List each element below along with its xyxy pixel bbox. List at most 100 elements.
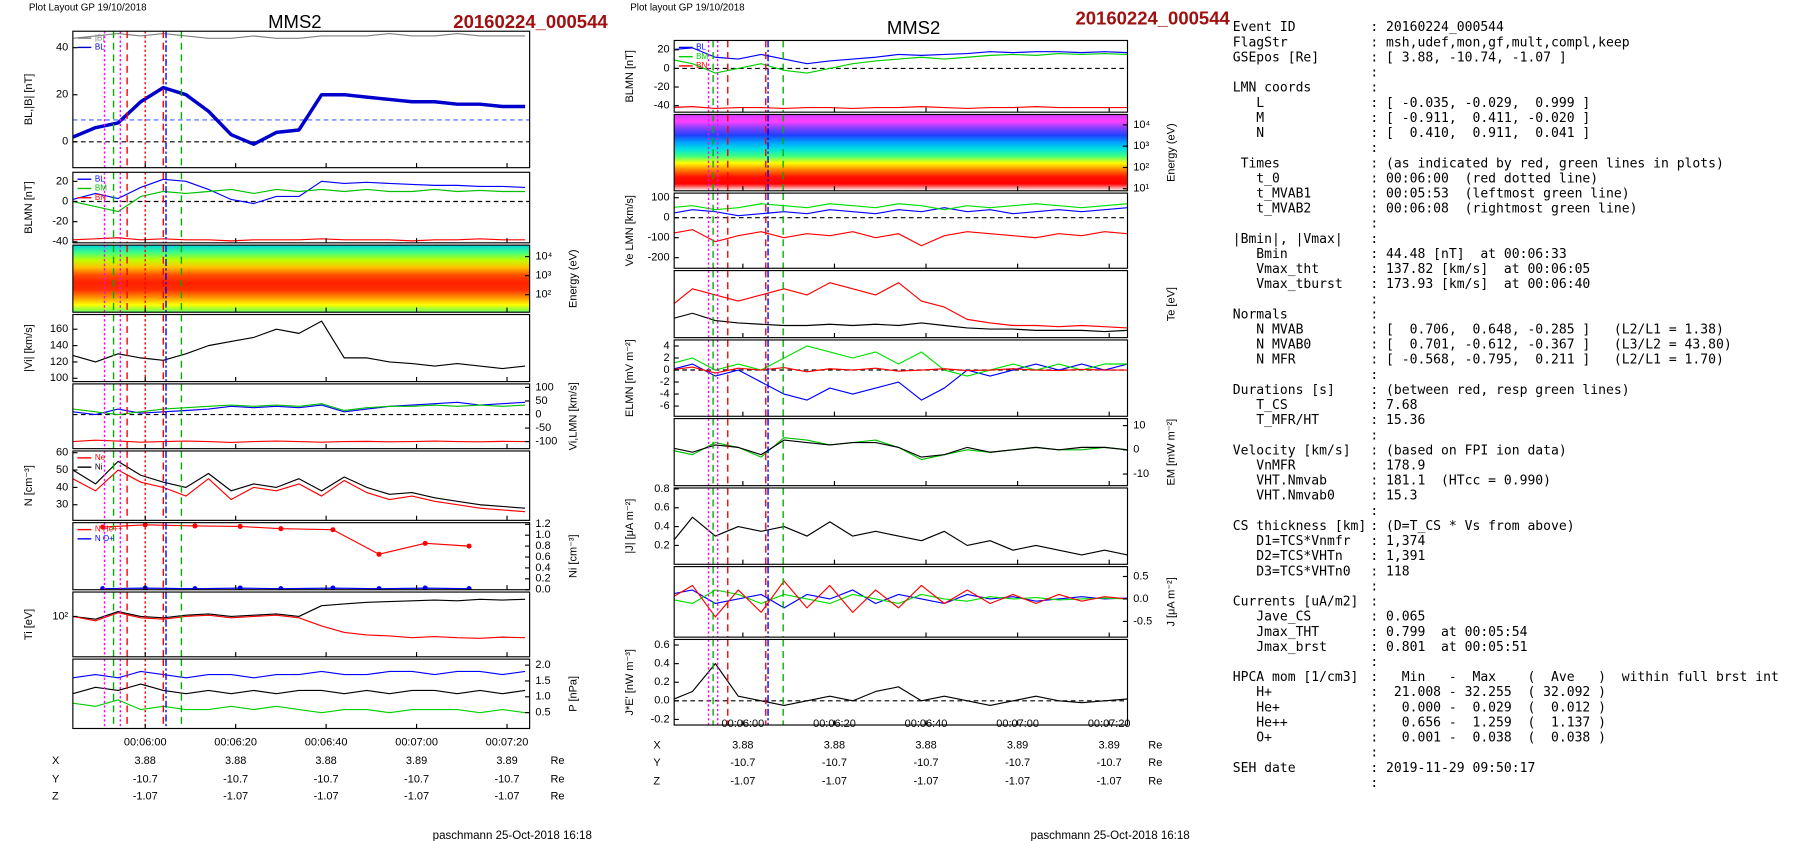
summary-value: : 118: [1370, 564, 1409, 579]
panel: [72, 592, 526, 657]
summary-label: Vmax_tburst: [1233, 277, 1343, 292]
y-tick-label: -40: [654, 100, 670, 112]
data-point: [330, 527, 336, 533]
summary-value: :: [1370, 504, 1378, 519]
y-tick-label: 0: [62, 136, 68, 148]
legend-label: BN: [696, 61, 707, 70]
summary-value: :: [1370, 595, 1378, 610]
series-line: [72, 403, 526, 416]
position-value: -10.7: [914, 757, 939, 769]
spectrogram: [674, 114, 1128, 191]
y-axis-label: Energy (eV): [1165, 123, 1177, 182]
position-value: -10.7: [1097, 757, 1122, 769]
panel-frame: [673, 192, 1129, 269]
summary-label: N MVAB: [1233, 323, 1304, 338]
position-value: -10.7: [404, 773, 429, 785]
panel-frame: [673, 638, 1129, 726]
summary-value: : 0.799 at 00:05:54: [1370, 625, 1527, 640]
summary-value: : 0.656 - 1.259 ( 1.137 ): [1370, 715, 1606, 730]
summary-label: t_MVAB1: [1233, 186, 1312, 201]
summary-value: : 1,391: [1370, 549, 1425, 564]
plot-title: MMS2: [887, 17, 940, 38]
legend-label: |B|: [95, 33, 105, 42]
position-value: -1.07: [223, 791, 248, 803]
position-unit: Re: [550, 773, 564, 785]
y-tick-label: 0.5: [1133, 570, 1148, 582]
summary-label: Vmax_tht: [1233, 262, 1319, 277]
series-line: [102, 524, 470, 555]
summary-value: : [ 3.88, -10.74, -1.07 ]: [1370, 50, 1566, 65]
summary-value: :: [1370, 776, 1378, 791]
y-tick-label: 0.2: [654, 676, 669, 688]
panel-frame: [673, 487, 1129, 565]
position-unit: Re: [1148, 776, 1162, 788]
panel-frame: [72, 30, 531, 169]
summary-value: : 0.001 - 0.038 ( 0.038 ): [1370, 731, 1606, 746]
y-tick-label: 10⁴: [1133, 119, 1150, 131]
y-axis-label: Te [eV]: [1165, 287, 1177, 321]
data-point: [192, 523, 198, 529]
y-axis-label: ELMN [mV m⁻²]: [624, 339, 636, 417]
position-label: Y: [653, 757, 661, 769]
y-tick-label: 0.4: [654, 521, 669, 533]
plot-title: MMS2: [268, 11, 321, 32]
series-line: [674, 663, 1128, 707]
y-tick-label: -4: [660, 388, 670, 400]
panel-frame: [72, 591, 531, 658]
series-line: [72, 188, 526, 213]
y-axis-label: J*E' [nW m⁻³]: [624, 649, 636, 715]
panel: [72, 245, 530, 313]
summary-label: N: [1233, 126, 1264, 141]
summary-value: : Min - Max ( Ave ) within full brst int: [1370, 670, 1778, 685]
panel: [674, 418, 1128, 486]
y-tick-label: -40: [52, 236, 68, 248]
summary-value: : [ -0.568, -0.795, 0.211 ] (L2/L1 = 1.7…: [1370, 353, 1723, 368]
y-tick-label: 0.0: [535, 584, 550, 596]
summary-label: GSEpos [Re]: [1233, 50, 1319, 65]
summary-value: : 15.3: [1370, 489, 1417, 504]
panel-frame: [673, 566, 1129, 638]
y-axis-label: BLMN [nT]: [23, 181, 35, 233]
y-tick-label: 0.2: [535, 573, 550, 585]
y-tick-label: -0.2: [651, 713, 670, 725]
plot-header: Plot layout GP 19/10/2018: [630, 3, 745, 14]
summary-label: D1=TCS*Vnmfr: [1233, 534, 1351, 549]
position-value: -10.7: [495, 773, 520, 785]
position-label: Z: [52, 791, 59, 803]
summary-value: : [ -0.911, 0.411, -0.020 ]: [1370, 111, 1590, 126]
position-value: -1.07: [314, 791, 339, 803]
summary-value: : (D=T_CS * Vs from above): [1370, 519, 1574, 534]
y-tick-label: -2: [660, 376, 670, 388]
summary-label: Bmin: [1233, 247, 1288, 262]
summary-value: :: [1370, 217, 1378, 232]
y-tick-label: 0.6: [535, 551, 550, 563]
data-point: [422, 585, 428, 590]
y-tick-label: 0: [535, 408, 541, 420]
position-value: -1.07: [914, 776, 939, 788]
series-line: [72, 460, 526, 509]
event-id: 20160224_000544: [1075, 8, 1230, 29]
series-line: [674, 229, 1128, 247]
panel: [72, 659, 526, 729]
series-line: [674, 345, 1128, 377]
y-tick-label: 4: [663, 340, 669, 352]
panel-frame: [673, 39, 1129, 113]
summary-label: HPCA mom [1/cm3]: [1233, 670, 1359, 685]
series-line: [674, 437, 1128, 461]
y-axis-label: Ve LMN [km/s]: [624, 195, 636, 266]
position-value: 3.88: [824, 740, 845, 752]
y-tick-label: 1.2: [535, 518, 550, 530]
summary-value: : (based on FPI ion data): [1370, 443, 1566, 458]
position-value: -1.07: [730, 776, 755, 788]
series-line: [72, 178, 526, 205]
summary-value: : 1,374: [1370, 534, 1425, 549]
summary-label: Normals: [1233, 307, 1288, 322]
legend-label: Ne: [95, 453, 106, 462]
summary-value: : 0.000 - 0.029 ( 0.012 ): [1370, 700, 1606, 715]
legend-label: BN: [95, 193, 106, 202]
y-tick-label: 100: [651, 192, 669, 204]
event-id: 20160224_000544: [453, 11, 608, 32]
panel-frame: [72, 658, 531, 730]
y-tick-label: 0.4: [535, 562, 550, 574]
y-tick-label: 100: [535, 381, 553, 393]
